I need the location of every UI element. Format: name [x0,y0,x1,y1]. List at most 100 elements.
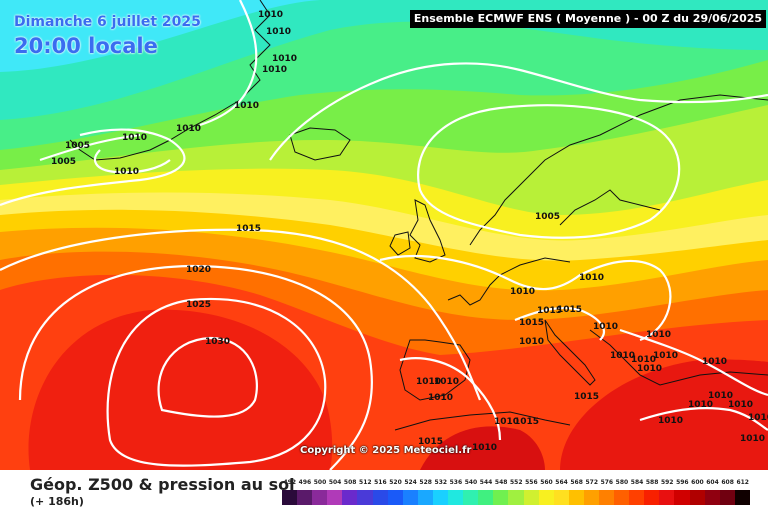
legend-swatch [644,490,660,505]
legend-tick-label: 564 [555,479,568,486]
forecast-range: (+ 186h) [30,495,84,508]
legend-swatch [417,490,433,505]
legend-tick-label: 596 [676,479,689,486]
legend-swatch [297,490,313,505]
legend-swatch [629,490,645,505]
iceland-coast [289,127,351,161]
legend-swatch [553,490,569,505]
europe-west-coast [447,257,571,306]
legend-swatch [342,490,358,505]
legend-tick-label: 556 [525,479,538,486]
isobar-label: 1005 [51,157,76,167]
legend-tick-label: 496 [298,479,312,486]
isobar-label: 1010 [494,417,519,427]
isobar-label: 1010 [416,377,441,387]
isobar-1015-west [0,228,482,401]
legend-swatch [614,490,630,505]
isobar-label: 1015 [537,306,562,316]
legend-swatch [448,490,464,505]
legend-tick-labels: 492 496 500 504 508 512 516 520 524 528 532 536 540 5… [282,479,750,488]
legend-swatch [674,490,690,505]
isobar-label: 1010 [519,337,544,347]
legend-tick-label: 604 [706,479,719,486]
isobar-label: 1010 [234,101,259,111]
coastlines [69,0,768,431]
legend-tick-label: 568 [570,479,583,486]
isobar-label: 1010 [428,393,453,403]
legend-tick-label: 540 [464,479,478,486]
legend-swatch [478,490,494,505]
model-run-banner: Ensemble ECMWF ENS ( Moyenne ) - 00 Z du… [410,10,766,28]
isobar-1010-atlantic [269,62,768,161]
isobar-label: 1020 [186,265,211,275]
isobar-label: 1010 [272,54,297,64]
isobar-label: 1010 [579,273,604,283]
legend-tick-label: 524 [404,479,417,486]
legend-swatch [357,490,373,505]
legend-tick-label: 576 [600,479,614,486]
legend-tick-label: 516 [374,479,387,486]
isobar-label: 1010 [702,357,727,367]
isobar-1005-north-sea [417,104,681,239]
greenland-coast [69,0,271,161]
baltic-coast [559,189,661,226]
north-africa-coast [394,411,571,431]
legend-tick-label: 504 [328,479,342,486]
isobar-label: 1015 [236,224,261,234]
legend-swatch [282,490,298,505]
isobar-label: 1010 [593,322,618,332]
isobar-1010-east [619,328,768,397]
legend-swatch [432,490,449,505]
isobar-label: 1005 [535,212,560,222]
isobar-1010-med [399,357,502,441]
legend-tick-label: 588 [645,479,659,486]
isobar-label: 1010 [434,377,459,387]
legend-swatch [402,490,418,505]
isobar-label: 1010 [176,124,201,134]
legend-swatch [508,490,524,505]
isobar-label: 1010 [748,413,768,423]
isobar-1030 [157,336,258,418]
isobar-label: 1010 [728,400,753,410]
legend-swatch [719,490,735,505]
isobar-label: 1010 [114,167,139,177]
legend-tick-label: 572 [585,479,598,486]
legend-tick-label: 508 [343,479,357,486]
legend-swatch [463,490,479,505]
isobar-label: 1010 [658,416,683,426]
isobar-label: 1010 [688,400,713,410]
legend-swatch [659,490,675,505]
isobar-1015-alps [514,306,605,341]
isobar-1025 [106,297,327,467]
isobar-labels: 1010 1010 1010 1010 1010 1010 1010 1005 … [51,10,768,453]
isobars [0,0,768,470]
forecast-time: 20:00 locale [14,34,158,58]
isobar-1010-se [639,406,768,431]
isobar-label: 1015 [574,392,599,402]
scandinavia-coast [469,94,768,246]
italy-coast [544,319,596,386]
legend-swatch [523,490,539,505]
band-deepred [28,309,333,470]
isobar-label: 1010 [631,355,656,365]
product-title: Géop. Z500 & pression au sol [30,475,295,494]
britain-coast [409,199,446,263]
copyright-notice: Copyright © 2025 Meteociel.fr [300,445,472,456]
isobar-label: 1010 [708,391,733,401]
legend-tick-label: 608 [721,479,734,486]
legend-tick-label: 600 [691,479,704,486]
legend-tick-label: 520 [389,479,402,486]
isobar-label: 1015 [557,305,582,315]
color-legend [282,490,750,505]
isobar-label: 1010 [510,287,535,297]
legend-tick-label: 492 [283,479,297,486]
legend-tick-label: 584 [630,479,644,486]
legend-swatch [598,490,615,505]
legend-tick-label: 536 [449,479,463,486]
isobar-1010-europe [379,254,672,342]
legend-tick-label: 612 [736,479,749,486]
legend-tick-label: 552 [510,479,523,486]
legend-tick-label: 500 [313,479,327,486]
isobar-label: 1005 [65,141,90,151]
legend-tick-label: 580 [615,479,629,486]
